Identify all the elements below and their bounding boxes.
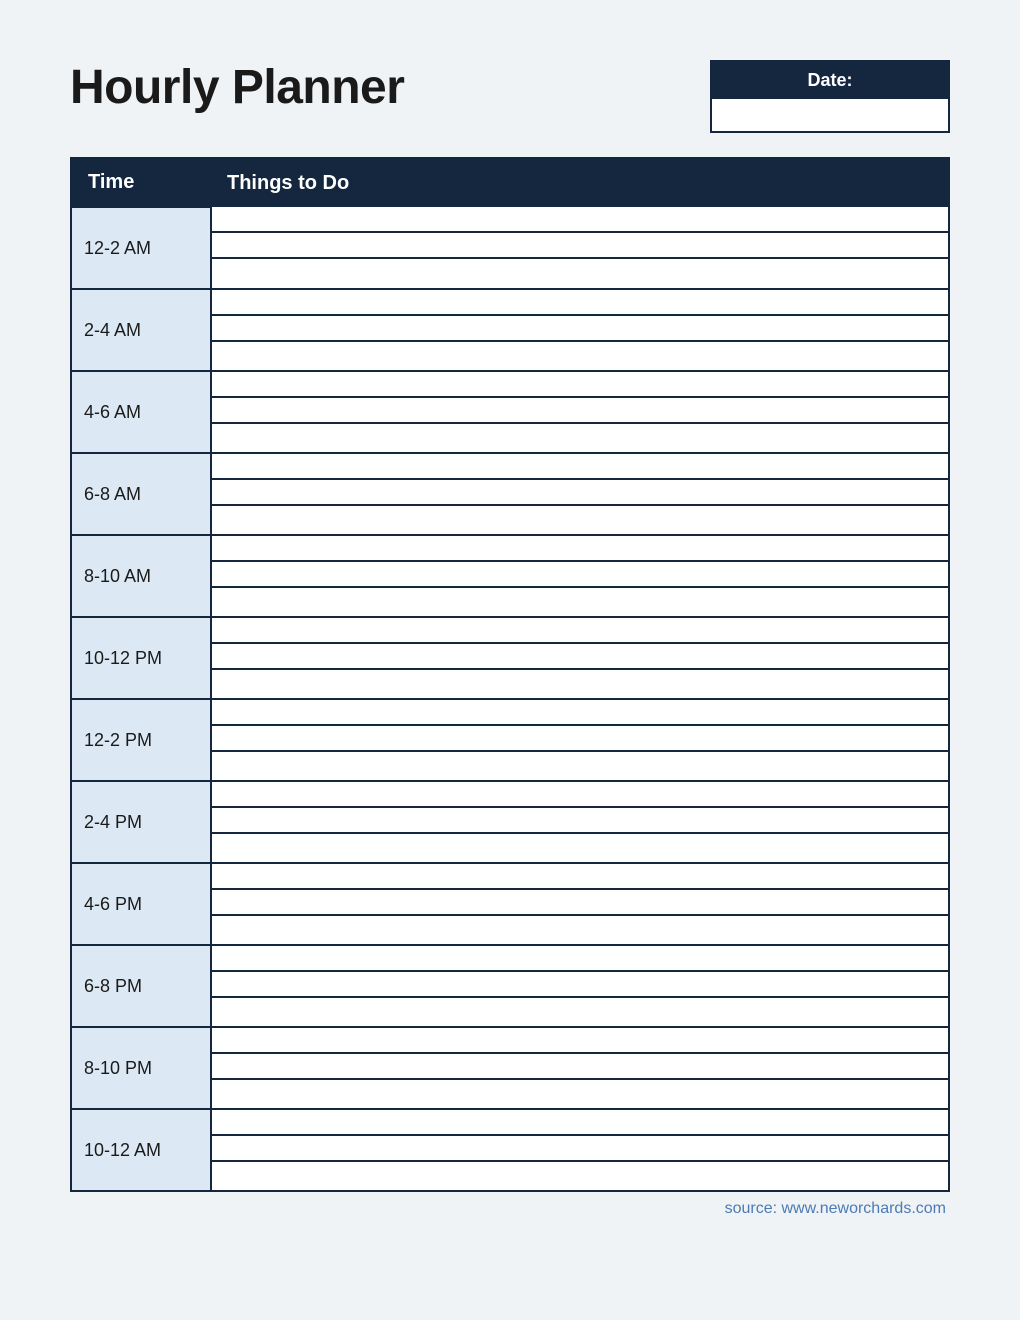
todo-line[interactable] [212,1136,948,1162]
time-slot-row: 12-2 AM [71,207,949,289]
time-slot-row: 12-2 PM [71,699,949,781]
time-slot-row: 6-8 PM [71,945,949,1027]
date-label: Date: [712,62,948,99]
todo-cell [211,371,949,453]
todo-line[interactable] [212,998,948,1024]
todo-line[interactable] [212,946,948,972]
todo-cell [211,617,949,699]
time-slot-row: 10-12 PM [71,617,949,699]
time-slot-label: 4-6 AM [71,371,211,453]
date-input[interactable] [712,99,948,131]
time-slot-row: 8-10 PM [71,1027,949,1109]
todo-line[interactable] [212,890,948,916]
todo-lines [212,536,948,614]
todo-line[interactable] [212,588,948,614]
date-box: Date: [710,60,950,133]
todo-lines [212,1110,948,1188]
todo-cell [211,863,949,945]
todo-line[interactable] [212,506,948,532]
todo-cell [211,699,949,781]
time-slot-label: 12-2 PM [71,699,211,781]
todo-line[interactable] [212,316,948,342]
time-column-header: Time [71,158,211,207]
todo-line[interactable] [212,972,948,998]
todo-line[interactable] [212,398,948,424]
time-slot-row: 10-12 AM [71,1109,949,1191]
todo-line[interactable] [212,618,948,644]
todo-cell [211,453,949,535]
todo-lines [212,618,948,696]
todo-lines [212,454,948,532]
planner-body: 12-2 AM2-4 AM4-6 AM6-8 AM8-10 AM10-12 PM… [71,207,949,1191]
todo-cell [211,1109,949,1191]
time-slot-label: 8-10 PM [71,1027,211,1109]
time-slot-row: 8-10 AM [71,535,949,617]
todo-lines [212,782,948,860]
todo-cell [211,945,949,1027]
todo-line[interactable] [212,644,948,670]
todo-line[interactable] [212,1110,948,1136]
todo-line[interactable] [212,752,948,778]
table-header-row: Time Things to Do [71,158,949,207]
todo-line[interactable] [212,1054,948,1080]
todo-lines [212,946,948,1024]
todo-line[interactable] [212,808,948,834]
todo-lines [212,372,948,450]
time-slot-label: 6-8 PM [71,945,211,1027]
time-slot-label: 12-2 AM [71,207,211,289]
todo-cell [211,289,949,371]
time-slot-row: 4-6 AM [71,371,949,453]
todo-line[interactable] [212,1080,948,1106]
todo-lines [212,700,948,778]
todo-cell [211,535,949,617]
todo-line[interactable] [212,1162,948,1188]
todo-lines [212,1028,948,1106]
todo-line[interactable] [212,726,948,752]
time-slot-row: 4-6 PM [71,863,949,945]
todo-line[interactable] [212,916,948,942]
todo-cell [211,781,949,863]
todo-line[interactable] [212,700,948,726]
todo-line[interactable] [212,454,948,480]
time-slot-row: 6-8 AM [71,453,949,535]
todo-line[interactable] [212,424,948,450]
todo-line[interactable] [212,372,948,398]
todo-line[interactable] [212,259,948,285]
todo-line[interactable] [212,1028,948,1054]
todo-line[interactable] [212,536,948,562]
time-slot-label: 8-10 AM [71,535,211,617]
todo-line[interactable] [212,342,948,368]
todo-column-header: Things to Do [211,158,949,207]
time-slot-label: 2-4 AM [71,289,211,371]
time-slot-label: 10-12 AM [71,1109,211,1191]
todo-line[interactable] [212,290,948,316]
time-slot-label: 6-8 AM [71,453,211,535]
source-attribution: source: www.neworchards.com [70,1200,950,1218]
todo-line[interactable] [212,670,948,696]
todo-lines [212,207,948,285]
time-slot-label: 4-6 PM [71,863,211,945]
time-slot-row: 2-4 PM [71,781,949,863]
todo-line[interactable] [212,782,948,808]
time-slot-label: 2-4 PM [71,781,211,863]
time-slot-label: 10-12 PM [71,617,211,699]
todo-line[interactable] [212,834,948,860]
todo-cell [211,1027,949,1109]
todo-line[interactable] [212,480,948,506]
planner-table: Time Things to Do 12-2 AM2-4 AM4-6 AM6-8… [70,157,950,1192]
time-slot-row: 2-4 AM [71,289,949,371]
todo-line[interactable] [212,562,948,588]
todo-lines [212,864,948,942]
todo-lines [212,290,948,368]
todo-line[interactable] [212,233,948,259]
todo-line[interactable] [212,864,948,890]
page-title: Hourly Planner [70,60,404,115]
todo-line[interactable] [212,207,948,233]
todo-cell [211,207,949,289]
header-row: Hourly Planner Date: [70,60,950,133]
